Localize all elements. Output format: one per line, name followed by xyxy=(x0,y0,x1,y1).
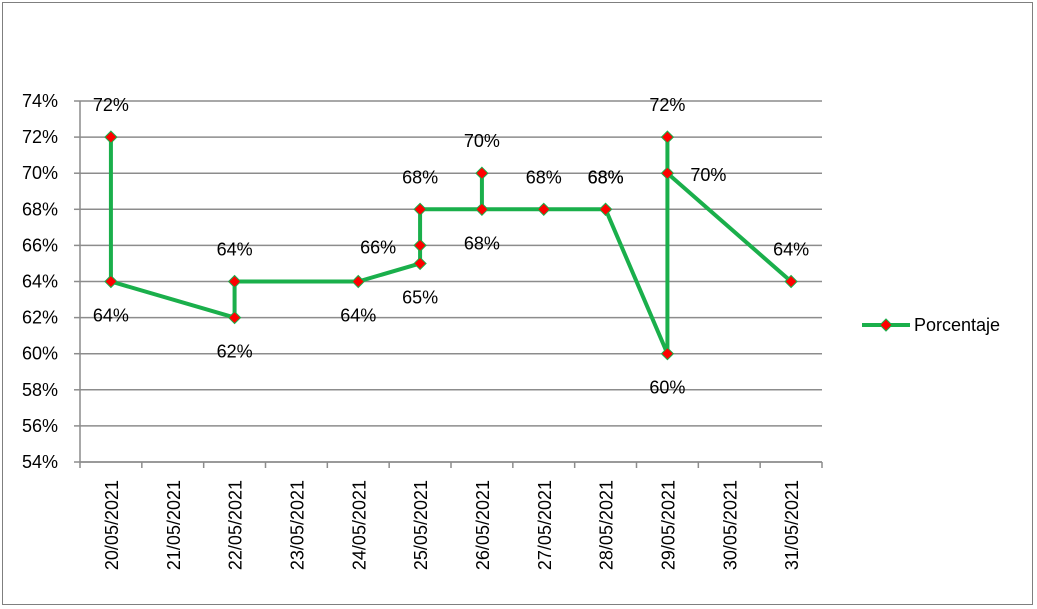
x-tick-label: 28/05/2021 xyxy=(597,480,617,570)
x-tick-label: 20/05/2021 xyxy=(102,480,122,570)
x-tick-label: 26/05/2021 xyxy=(473,480,493,570)
x-axis: 20/05/2021 21/05/2021 22/05/2021 23/05/2021… xyxy=(79,461,823,570)
data-label: 64% xyxy=(773,240,809,260)
x-tick-label: 21/05/2021 xyxy=(164,480,184,570)
y-tick-label: 68% xyxy=(22,199,58,219)
data-point-marker xyxy=(660,130,675,144)
data-label: 64% xyxy=(93,306,129,326)
data-label: 62% xyxy=(217,342,253,362)
data-point-marker xyxy=(413,202,427,217)
data-point-marker xyxy=(413,238,427,253)
data-point-marker xyxy=(351,274,365,289)
y-tick-label: 66% xyxy=(22,235,58,255)
x-tick-label: 23/05/2021 xyxy=(287,480,307,570)
data-point-marker xyxy=(537,202,551,217)
y-tick-label: 62% xyxy=(22,308,58,328)
data-point-marker xyxy=(660,166,675,180)
data-point-marker xyxy=(227,274,242,289)
series-porcentaje xyxy=(104,130,798,361)
data-label: 68% xyxy=(526,167,562,187)
data-label: 68% xyxy=(588,167,624,187)
data-point-marker xyxy=(475,202,489,217)
x-tick-label: 31/05/2021 xyxy=(782,480,802,570)
x-tick-label: 25/05/2021 xyxy=(411,480,431,570)
data-label: 72% xyxy=(649,95,685,115)
legend: Porcentaje xyxy=(862,315,1000,335)
data-labels: 72%64%62%64%64%66%65%68%68%70%68% 68%68%6… xyxy=(93,95,809,398)
y-tick-label: 74% xyxy=(22,91,58,111)
data-label: 64% xyxy=(217,240,253,260)
data-label: 70% xyxy=(464,131,500,151)
data-label: 60% xyxy=(649,378,685,398)
gridlines xyxy=(80,100,822,463)
x-tick-label: 29/05/2021 xyxy=(658,480,678,570)
legend-label: Porcentaje xyxy=(914,315,1000,335)
data-point-marker xyxy=(475,166,489,180)
x-tick-label: 27/05/2021 xyxy=(535,480,555,570)
data-label: 68% xyxy=(402,167,438,187)
data-label: 70% xyxy=(690,165,726,185)
y-tick-label: 64% xyxy=(22,272,58,292)
y-axis: 74% 72% 70% 68% 66% 64% 62% 60% 58% 56% 54% xyxy=(22,91,81,472)
data-point-marker xyxy=(104,274,118,289)
data-label: 66% xyxy=(360,237,396,257)
data-point-marker xyxy=(227,310,242,325)
data-point-marker xyxy=(784,274,798,289)
y-tick-label: 56% xyxy=(22,416,58,436)
data-label: 65% xyxy=(402,287,438,307)
y-tick-label: 72% xyxy=(22,127,58,147)
y-tick-label: 54% xyxy=(22,452,58,472)
data-point-marker xyxy=(104,130,118,144)
data-point-marker xyxy=(660,346,675,361)
data-point-marker xyxy=(598,202,613,217)
y-tick-label: 70% xyxy=(22,163,58,183)
legend-marker-icon xyxy=(879,318,893,332)
x-tick-label: 22/05/2021 xyxy=(226,480,246,570)
x-tick-label: 24/05/2021 xyxy=(349,480,369,570)
data-label: 68% xyxy=(588,167,624,187)
y-tick-label: 58% xyxy=(22,380,58,400)
y-tick-label: 60% xyxy=(22,344,58,364)
x-tick-label: 30/05/2021 xyxy=(720,480,740,570)
data-label: 72% xyxy=(93,95,129,115)
data-label: 68% xyxy=(464,233,500,253)
data-label: 64% xyxy=(340,306,376,326)
data-point-marker xyxy=(413,256,427,271)
